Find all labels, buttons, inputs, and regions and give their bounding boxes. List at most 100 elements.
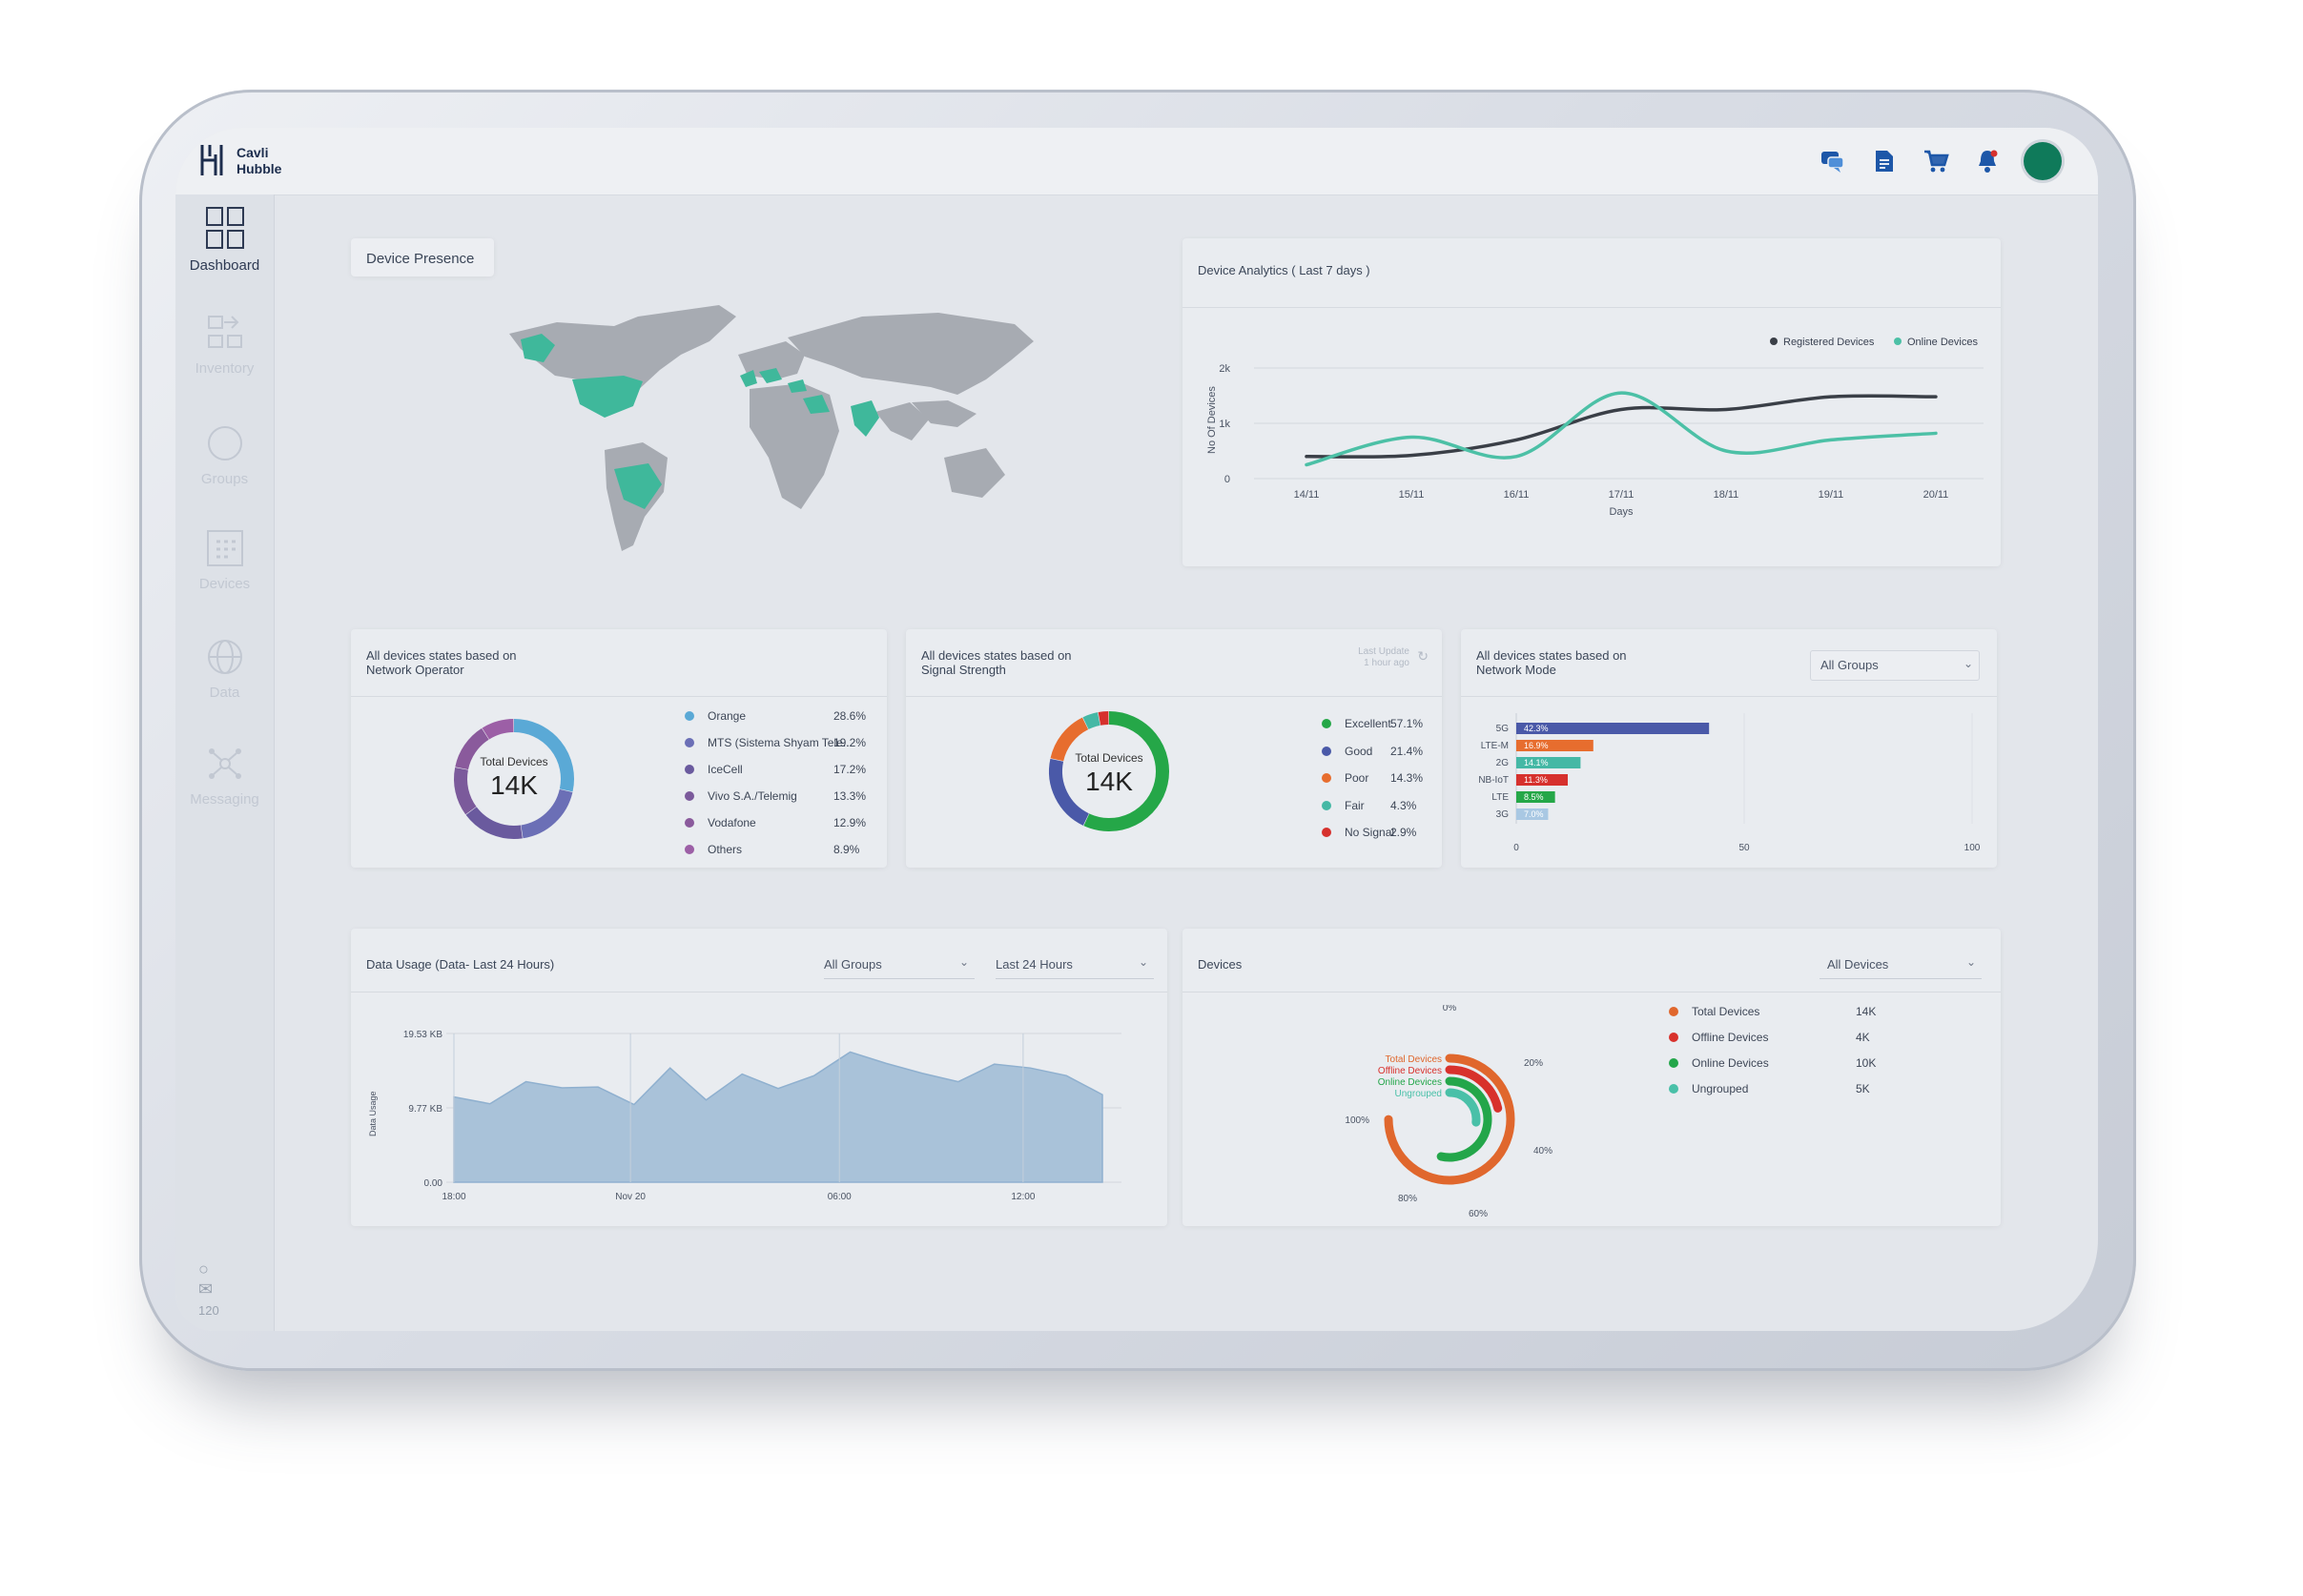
usage-range-select[interactable]: Last 24 Hours ⌄ xyxy=(996,950,1154,979)
sidebar-item-dashboard[interactable]: Dashboard xyxy=(175,206,274,274)
legend-value: 17.2% xyxy=(833,763,867,776)
x-tick-label: 06:00 xyxy=(828,1192,852,1202)
x-tick-label: 18/11 xyxy=(1714,489,1739,501)
legend-value: 2.9% xyxy=(1390,826,1417,839)
legend-label: IceCell xyxy=(708,763,743,776)
legend-label: Others xyxy=(708,843,743,856)
bar-value-label: 8.5% xyxy=(1524,792,1544,802)
user-avatar[interactable] xyxy=(2024,142,2062,180)
legend-dot xyxy=(685,711,694,721)
donut-slice xyxy=(454,767,477,815)
device-presence-tab[interactable]: Device Presence xyxy=(351,238,494,276)
series-line-online-devices xyxy=(1305,391,1938,467)
legend-item[interactable]: Orange xyxy=(685,709,746,723)
devices-select-value: All Devices xyxy=(1827,957,1889,972)
radial-bar-label: Ungrouped xyxy=(1395,1089,1442,1099)
signal-title-line2: Signal Strength xyxy=(921,663,1006,677)
devices-card: Devices All Devices ⌄ Total Devices Offli… xyxy=(1182,929,2001,1226)
legend-dot xyxy=(685,818,694,828)
legend-label: Vodafone xyxy=(708,816,756,829)
sidebar: Dashboard Inventory Groups Devices xyxy=(175,194,275,1331)
chevron-down-icon: ⌄ xyxy=(1963,657,1973,670)
legend-label: Registered Devices xyxy=(1783,337,1875,348)
sidebar-footer-icons[interactable]: ○ ✉ xyxy=(198,1259,231,1299)
mode-group-select[interactable]: All Groups ⌄ xyxy=(1810,650,1980,681)
legend-label: Offline Devices xyxy=(1692,1031,1769,1044)
operator-title: All devices states based on Network Oper… xyxy=(366,648,517,677)
bar xyxy=(1516,723,1710,734)
refresh-icon[interactable]: ↻ xyxy=(1417,648,1429,664)
legend-label: Online Devices xyxy=(1907,337,1978,348)
bar-value-label: 14.1% xyxy=(1524,758,1549,767)
donut-slice xyxy=(1049,758,1090,826)
y-axis-label: No Of Devices xyxy=(1206,386,1218,454)
operator-center-value: 14K xyxy=(490,770,538,800)
x-tick-label: 12:00 xyxy=(1011,1192,1035,1202)
sidebar-item-label: Messaging xyxy=(190,791,259,808)
ring-tick-label: 100% xyxy=(1345,1115,1369,1126)
bar xyxy=(1516,774,1569,786)
legend-item[interactable]: Poor xyxy=(1322,771,1368,785)
app-name-line1: Cavli xyxy=(236,145,269,160)
legend-dot xyxy=(1669,1033,1678,1042)
legend-item[interactable]: Vodafone xyxy=(685,816,756,829)
data-usage-card: Data Usage (Data- Last 24 Hours) All Gro… xyxy=(351,929,1167,1226)
legend-dot xyxy=(1894,338,1902,345)
ring-tick-label: 40% xyxy=(1533,1146,1552,1156)
legend-dot xyxy=(1322,828,1331,837)
legend-item[interactable]: Vivo S.A./Telemig xyxy=(685,789,797,803)
operator-title-line1: All devices states based on xyxy=(366,648,517,663)
x-tick-label: 18:00 xyxy=(442,1192,465,1202)
app-logo[interactable]: Cavli Hubble xyxy=(196,139,301,185)
chevron-down-icon: ⌄ xyxy=(1138,955,1148,969)
legend-dot xyxy=(1770,338,1778,345)
sidebar-item-devices[interactable]: Devices xyxy=(175,528,274,592)
legend-value: 10K xyxy=(1856,1056,1877,1070)
legend-item[interactable]: Fair xyxy=(1322,799,1365,812)
legend-item[interactable]: Good xyxy=(1322,745,1372,758)
legend-item[interactable]: Excellent xyxy=(1322,717,1391,730)
ring-tick-label: 60% xyxy=(1469,1209,1488,1219)
operator-donut-chart xyxy=(454,719,574,839)
bar xyxy=(1516,757,1581,768)
document-icon[interactable] xyxy=(1869,146,1900,176)
radial-bar-label: Offline Devices xyxy=(1378,1066,1442,1076)
usage-group-select[interactable]: All Groups ⌄ xyxy=(824,950,975,979)
legend-item[interactable]: Offline Devices xyxy=(1669,1031,1768,1044)
legend-item[interactable]: MTS (Sistema Shyam Tele... xyxy=(685,736,853,749)
dashboard-icon xyxy=(205,207,244,249)
ring-tick-label: 80% xyxy=(1398,1194,1417,1204)
chat-icon[interactable] xyxy=(1818,146,1848,176)
legend-item[interactable]: IceCell xyxy=(685,763,743,776)
legend-item[interactable]: Online Devices xyxy=(1669,1056,1769,1070)
sidebar-item-messaging[interactable]: Messaging xyxy=(175,744,274,808)
radial-bar xyxy=(1445,1065,1503,1113)
legend-dot xyxy=(1669,1007,1678,1016)
devices-select[interactable]: All Devices ⌄ xyxy=(1820,950,1982,979)
bell-icon[interactable] xyxy=(1972,146,2003,176)
sidebar-item-label: Devices xyxy=(198,576,251,592)
legend-item[interactable]: Total Devices xyxy=(1669,1005,1759,1018)
x-tick-label: 19/11 xyxy=(1819,489,1844,501)
sidebar-item-inventory[interactable]: Inventory xyxy=(175,313,274,377)
donut-slice xyxy=(521,788,573,839)
sidebar-item-label: Inventory xyxy=(195,360,255,377)
x-tick-label: 14/11 xyxy=(1294,489,1320,501)
donut-slice xyxy=(1098,711,1109,726)
cart-icon[interactable] xyxy=(1921,146,1951,176)
legend-item[interactable]: No Signal xyxy=(1322,826,1394,839)
sidebar-item-label: Dashboard xyxy=(189,257,260,274)
mode-title-line2: Network Mode xyxy=(1476,663,1556,677)
mode-select-value: All Groups xyxy=(1820,658,1879,672)
legend-value: 12.9% xyxy=(833,816,867,829)
card-divider xyxy=(1182,307,2001,308)
legend-item[interactable]: Others xyxy=(685,843,742,856)
analytics-title: Device Analytics ( Last 7 days ) xyxy=(1198,263,1370,277)
bar-value-label: 7.0% xyxy=(1524,809,1544,819)
sidebar-item-groups[interactable]: Groups xyxy=(175,423,274,487)
legend-item[interactable]: Ungrouped xyxy=(1669,1082,1748,1095)
bar-category-label: 2G xyxy=(1496,758,1510,768)
sidebar-item-data[interactable]: Data xyxy=(175,637,274,701)
signal-center-label: Total Devices xyxy=(1075,751,1143,765)
